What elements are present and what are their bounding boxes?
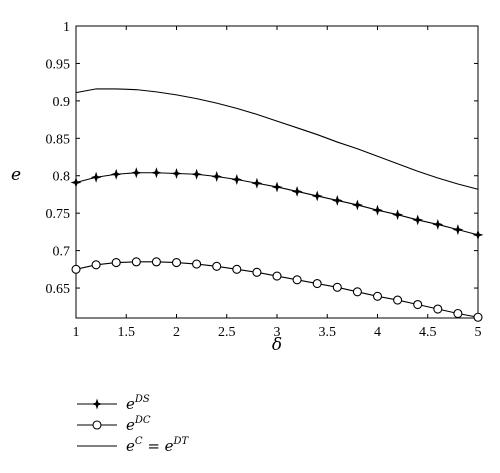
data-point-star [150,167,162,179]
data-point-circle [433,304,443,314]
y-axis: 0.65 0.7 0.75 0.8 0.85 0.9 0.95 1 [46,20,478,297]
data-point-star [311,190,323,202]
legend-item: eDC [77,415,151,434]
legend-label: eDC [126,415,151,434]
data-point-circle [212,261,222,271]
data-point-star [452,224,464,236]
data-point-circle [111,258,121,268]
data-point-star [351,199,363,211]
data-point-circle [393,295,403,305]
data-point-circle [272,271,282,281]
x-tick-label: 1 [73,325,80,340]
x-axis-label: δ [272,335,282,355]
y-tick-label: 0.95 [46,57,71,72]
data-point-star [171,168,182,179]
data-point-star [372,204,383,216]
series-0 [70,167,484,241]
data-point-circle [131,257,141,267]
data-point-star [110,168,122,180]
data-point-circle [292,275,302,285]
legend-label: eDS [126,394,150,413]
x-tick-label: 2.5 [218,325,236,340]
data-point-circle [232,264,242,274]
data-point-star [271,181,283,193]
data-point-circle [71,264,81,274]
legend-marker-circle [92,420,102,430]
x-tick-label: 1.5 [118,325,136,340]
legend-item: eC = eDT [77,436,190,455]
data-point-star [191,168,203,180]
y-axis-label: e [11,165,21,185]
data-point-circle [372,291,383,301]
data-point-circle [151,257,161,267]
series-2 [75,88,479,190]
data-point-star [291,186,303,197]
series-line [75,88,479,190]
data-point-star [90,171,102,183]
data-point-star [231,174,243,185]
y-tick-label: 0.85 [46,132,71,147]
x-tick-label: 3 [274,325,281,340]
y-tick-label: 0.7 [53,245,71,260]
legend: eDS eDC eC = eDT [77,394,190,455]
x-tick-label: 4 [374,325,381,340]
data-point-circle [473,312,483,322]
legend-label: eC = eDT [126,436,190,455]
data-point-circle [413,299,423,310]
data-point-circle [332,282,342,292]
data-point-circle [91,260,101,270]
data-point-circle [171,258,182,268]
x-tick-label: 3.5 [319,325,337,340]
data-point-circle [453,308,463,319]
data-point-circle [352,287,362,297]
data-point-star [331,194,343,206]
data-point-circle [192,259,202,269]
y-tick-label: 0.65 [46,282,71,297]
y-tick-label: 0.75 [46,207,71,222]
x-tick-label: 4.5 [419,325,437,340]
legend-item: eDS [77,394,150,413]
data-point-star [412,214,424,226]
data-point-star [251,177,263,189]
y-tick-label: 1 [63,20,70,35]
data-point-circle [312,279,322,289]
y-tick-label: 0.8 [53,170,71,185]
series-layer [70,88,484,322]
data-point-star [392,209,404,221]
series-1 [71,257,483,322]
legend-marker-star [91,398,103,410]
y-tick-label: 0.9 [53,95,71,110]
data-point-star [130,167,142,179]
data-point-star [472,229,484,241]
x-tick-label: 2 [173,325,180,340]
data-point-circle [252,267,262,277]
x-tick-label: 5 [475,325,482,340]
data-point-star [211,171,223,182]
x-axis: 1 1.5 2 2.5 3 3.5 4 4.5 5 [73,26,482,340]
data-point-star [70,177,82,188]
data-point-star [432,218,444,230]
